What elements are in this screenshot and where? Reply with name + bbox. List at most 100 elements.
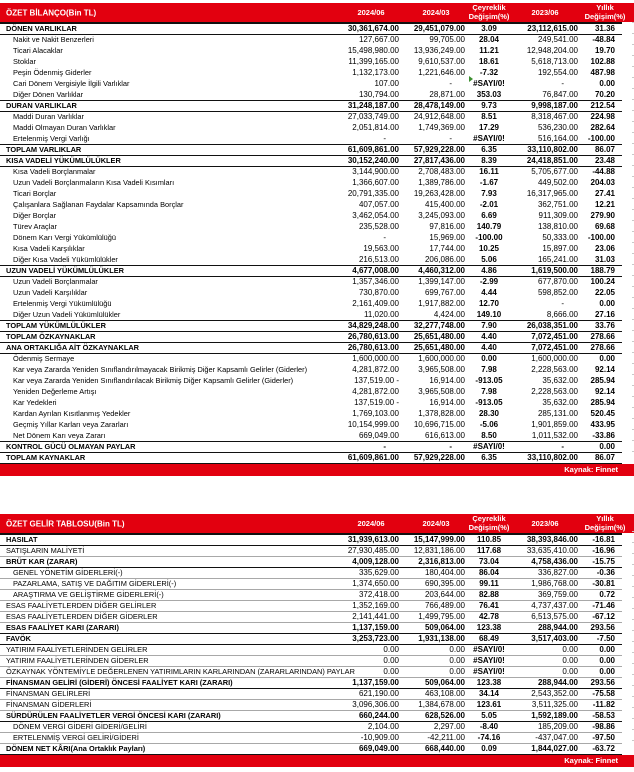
row-label: Kısa Vadeli Borçlanmalar xyxy=(13,167,96,177)
line-item-row: Net Dönem Karı veya Zararı 669,049.00 616,… xyxy=(0,431,622,442)
cell-2023-06: 288,944.00 xyxy=(510,677,580,689)
cell-quarterly-change: #SAYI/0! xyxy=(468,666,510,678)
row-label: ERTELENMİŞ VERGİ GELİRİ/GİDERİ xyxy=(0,732,340,744)
cell-2024-03: 25,651,480.00 xyxy=(402,331,468,343)
source-band: Kaynak: Finnet xyxy=(0,464,634,476)
cell-quarterly-change: 5.05 xyxy=(468,710,510,722)
row-label: TOPLAM VARLIKLAR xyxy=(0,144,340,156)
table-spacer xyxy=(0,476,634,514)
cell-quarterly-change: 86.04 xyxy=(468,567,510,579)
balance-sheet-table: DÖNEN VARLIKLAR 30,361,674.00 29,451,079.0… xyxy=(0,22,622,464)
row-label: GENEL YÖNETİM GİDERLERİ(-) xyxy=(0,567,340,579)
cell-quarterly-change: 0.09 xyxy=(468,743,510,755)
cell-2024-03: 12,831,186.00 xyxy=(402,545,468,557)
row-label: TOPLAM KAYNAKLAR xyxy=(0,452,340,464)
cell-2024-06: - xyxy=(383,133,386,143)
cell-2024-06: 19,563.00 xyxy=(363,244,399,253)
cell-2024-06: 31,248,187.00 xyxy=(340,100,402,112)
cell-2023-06: 0.00 xyxy=(510,666,580,678)
total-row: SÜRDÜRÜLEN FAALİYETLER VERGİ ÖNCESİ KARI… xyxy=(0,710,622,722)
cell-quarterly-change: #SAYI/0! xyxy=(473,133,505,143)
cell-2024-06: 1,769,103.00 xyxy=(352,409,399,418)
cell-2024-03: 16,914.00 xyxy=(429,398,465,407)
cell-quarterly-change: 8.50 xyxy=(481,430,497,440)
cell-2024-06: 0.00 xyxy=(340,655,402,667)
cell-2024-03: 4,424.00 xyxy=(433,309,465,319)
column-header-2024-06: 2024/06 xyxy=(357,518,385,528)
cell-quarterly-change: 34.14 xyxy=(468,688,510,700)
row-label: Nakit ve Nakit Benzerleri xyxy=(13,35,94,45)
line-item-row: FİNANSMAN GİDERLERİ 3,096,306.00 1,384,678… xyxy=(0,699,622,711)
cell-2024-03: 2,708,483.00 xyxy=(418,167,465,177)
cell-2024-03: 3,965,508.00 xyxy=(418,365,465,374)
cell-quarterly-change: 18.61 xyxy=(478,57,500,66)
row-label: UZUN VADELİ YÜKÜMLÜLÜKLER xyxy=(0,265,340,277)
cell-2023-06: 33,110,802.00 xyxy=(510,452,580,464)
cell-2024-06: 26,780,613.00 xyxy=(340,342,402,354)
cell-2024-03: 1,749,369.00 xyxy=(418,123,465,132)
cell-quarterly-change: -100.00 xyxy=(475,233,503,242)
cell-yearly-change: -71.46 xyxy=(580,600,622,612)
cell-2023-06: 24,418,851.00 xyxy=(510,155,580,167)
cell-quarterly-change: 117.68 xyxy=(468,545,510,557)
cell-2024-06: 15,498,980.00 xyxy=(347,46,399,55)
line-item-row: GENEL YÖNETİM GİDERLERİ(-) 335,629.00 180,… xyxy=(0,567,622,579)
cell-yearly-change: 0.00 xyxy=(599,299,615,308)
cell-2023-06: 516,164.00 xyxy=(537,133,578,143)
cell-yearly-change: -97.50 xyxy=(580,732,622,744)
cell-yearly-change: 27.16 xyxy=(594,309,615,319)
cell-yearly-change: 86.07 xyxy=(580,144,622,156)
row-label: Uzun Vadeli Borçlanmalar xyxy=(13,277,98,287)
row-label: Çalışanlara Sağlanan Faydalar Kapsamında… xyxy=(13,200,184,209)
cell-2024-06: 372,418.00 xyxy=(340,589,402,601)
row-label: ESAS FAALİYETLERDEN DİĞER GELİRLER xyxy=(0,600,340,612)
cell-yearly-change: 224.98 xyxy=(590,112,615,122)
row-label: KONTROL GÜCÜ OLMAYAN PAYLAR xyxy=(0,441,340,453)
line-item-row: ÖZKAYNAK YÖNTEMİYLE DEĞERLENEN YATIRIMLA… xyxy=(0,666,622,678)
cell-quarterly-change: 7.98 xyxy=(481,365,497,374)
cell-yearly-change: 520.45 xyxy=(590,409,615,418)
cell-quarterly-change: 28.30 xyxy=(478,409,500,418)
cell-2024-03: 15,969.00 xyxy=(429,233,465,242)
cell-2024-03: 13,936,249.00 xyxy=(413,46,465,55)
row-label: BRÜT KAR (ZARAR) xyxy=(0,556,340,568)
row-label: ÖZKAYNAK YÖNTEMİYLE DEĞERLENEN YATIRIMLA… xyxy=(0,666,355,678)
cell-2023-06: 5,705,677.00 xyxy=(531,167,578,177)
cell-2023-06: 677,870.00 xyxy=(537,277,578,287)
cell-2024-06: 2,051,814.00 xyxy=(352,123,399,132)
cell-quarterly-change: -8.40 xyxy=(468,721,510,733)
row-label: Kar veya Zararda Yeniden Sınıflandırılma… xyxy=(13,365,308,374)
cell-yearly-change: 102.88 xyxy=(590,57,615,66)
cell-2024-03: 4,460,312.00 xyxy=(402,265,468,277)
cell-2024-03: 15,147,999.00 xyxy=(402,533,468,546)
cell-yearly-change: 0.00 xyxy=(580,666,622,678)
cell-yearly-change: -16.81 xyxy=(580,533,622,546)
cell-2023-06: 4,758,436.00 xyxy=(510,556,580,568)
total-row: ESAS FAALİYET KARI (ZARARI) 1,137,159.00 5… xyxy=(0,622,622,634)
line-item-row: Nakit ve Nakit Benzerleri 127,667.00 99,70… xyxy=(0,35,622,46)
cell-2024-03: 19,263,428.00 xyxy=(413,189,465,198)
total-row: DÖNEM NET KÂRI(Ana Ortaklık Payları) 669,… xyxy=(0,743,622,755)
cell-2024-03: 29,451,079.00 xyxy=(402,22,468,35)
cell-2024-03: 28,478,149.00 xyxy=(402,100,468,112)
total-row: KISA VADELİ YÜKÜMLÜLÜKLER 30,152,240.00 27… xyxy=(0,155,622,167)
cell-2023-06: 35,632.00 xyxy=(542,398,578,407)
cell-yearly-change: -15.75 xyxy=(580,556,622,568)
row-label: SÜRDÜRÜLEN FAALİYETLER VERGİ ÖNCESİ KARI… xyxy=(0,710,340,722)
cell-quarterly-change: 9.73 xyxy=(468,100,510,112)
cell-2024-06: 4,281,872.00 xyxy=(352,365,399,374)
column-header-yearly-change: Yıllık Değişim(%) xyxy=(584,514,626,532)
cell-yearly-change: 204.03 xyxy=(590,178,615,187)
cell-quarterly-change: 123.61 xyxy=(468,699,510,711)
cell-quarterly-change: 99.11 xyxy=(468,578,510,590)
cell-yearly-change: -100.00 xyxy=(587,233,615,242)
cell-2024-06: 3,096,306.00 xyxy=(340,699,402,711)
row-label: TOPLAM ÖZKAYNAKLAR xyxy=(0,331,340,343)
cell-2024-06: 1,132,173.00 xyxy=(352,68,399,77)
line-item-row: Peşin Ödenmiş Giderler 1,132,173.00 1,221,… xyxy=(0,68,622,79)
line-item-row: Maddi Duran Varlıklar 27,033,749.00 24,912… xyxy=(0,112,622,123)
line-item-row: Cari Dönem Vergisiyle İlgili Varlıklar 10… xyxy=(0,75,622,90)
cell-2023-06: 7,072,451.00 xyxy=(510,331,580,343)
row-label: FİNANSMAN GELİRİ (GİDERİ) ÖNCESİ FAALİYE… xyxy=(0,677,340,689)
